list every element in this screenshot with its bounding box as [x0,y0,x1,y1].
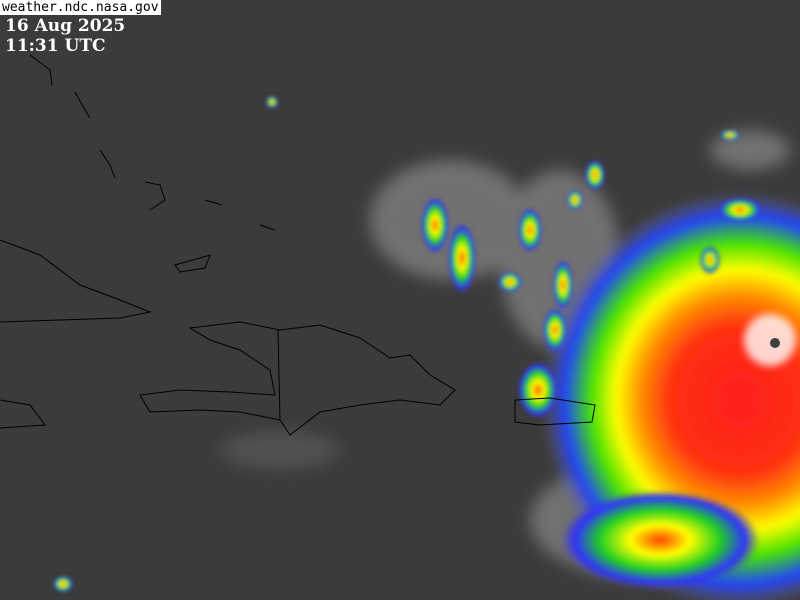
hurricane [540,190,800,600]
image-date: 16 Aug 2025 [5,16,126,36]
hurricane-eye [770,338,780,348]
coastlines [0,54,596,436]
convective-cells [53,96,762,592]
image-time: 11:31 UTC [5,36,106,56]
source-credit: weather.ndc.nasa.gov [0,0,161,15]
